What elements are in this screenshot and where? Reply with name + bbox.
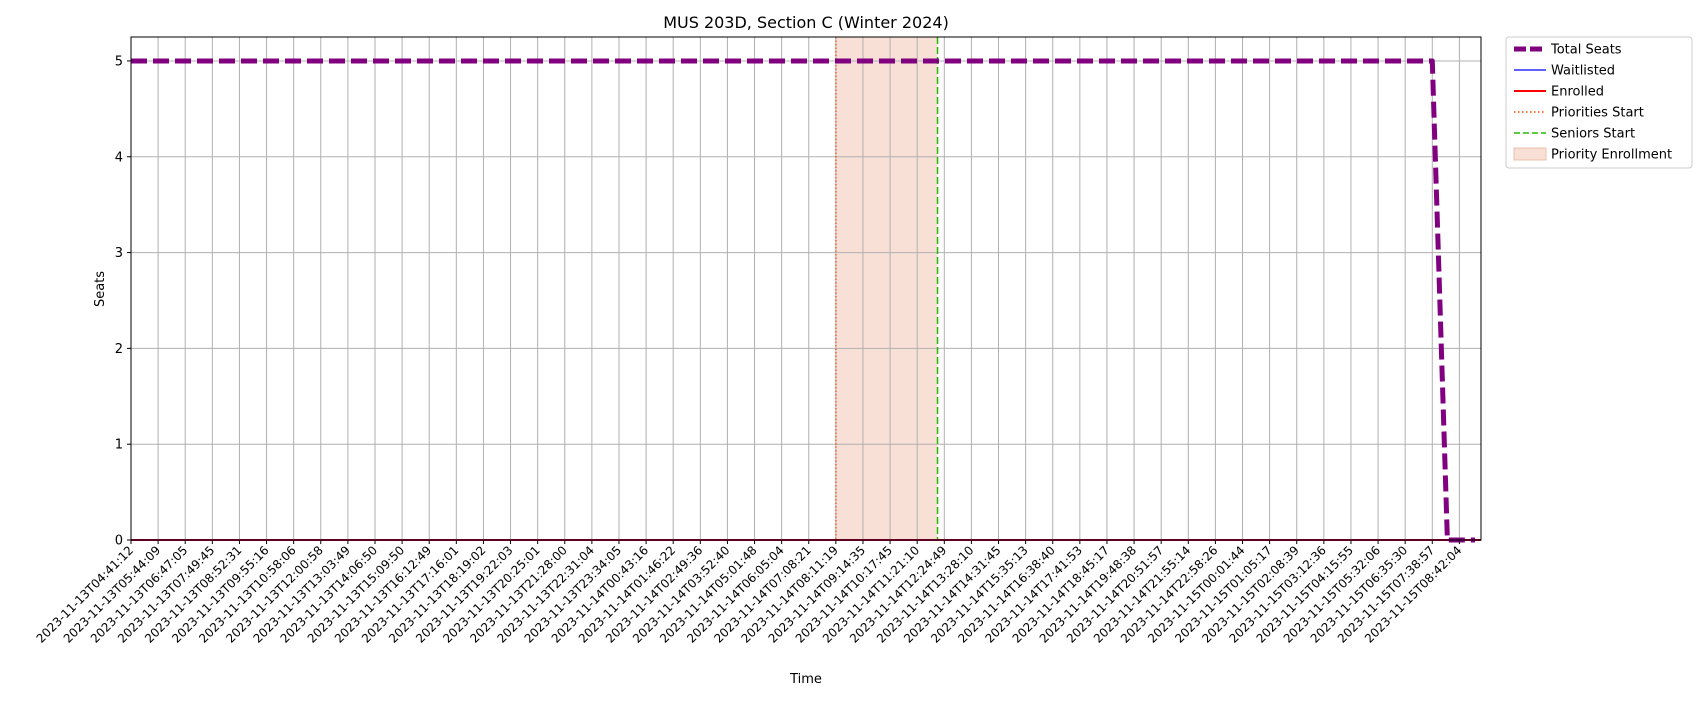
legend-label-enrolled: Enrolled (1551, 85, 1604, 100)
legend-box (1505, 36, 1693, 169)
priority-enrollment-span (835, 37, 938, 540)
legend-label-waitlisted: Waitlisted (1551, 64, 1615, 79)
y-tick-label: 5 (115, 54, 123, 69)
y-tick-label: 1 (115, 438, 123, 453)
chart-title: MUS 203D, Section C (Winter 2024) (663, 13, 949, 32)
y-axis-label: Seats (93, 271, 108, 307)
y-tick-label: 2 (115, 342, 123, 357)
legend: Total Seats Waitlisted Enrolled Priorities … (1505, 36, 1693, 169)
y-tick-label: 4 (115, 150, 123, 165)
legend-swatch-priority-enrollment (1513, 147, 1547, 161)
x-axis-label: Time (789, 672, 822, 687)
plot-frame (130, 36, 1482, 541)
legend-label-total-seats: Total Seats (1550, 43, 1622, 58)
legend-label-priorities-start: Priorities Start (1551, 106, 1644, 121)
plot-area: 0123452023-11-13T04:41:122023-11-13T05:4… (34, 36, 1482, 646)
legend-label-seniors-start: Seniors Start (1551, 127, 1635, 142)
legend-label-priority-enrollment: Priority Enrollment (1551, 148, 1672, 163)
y-tick-label: 0 (115, 534, 123, 549)
total-seats-series-line (131, 58, 1475, 543)
y-tick-label: 3 (115, 246, 123, 261)
